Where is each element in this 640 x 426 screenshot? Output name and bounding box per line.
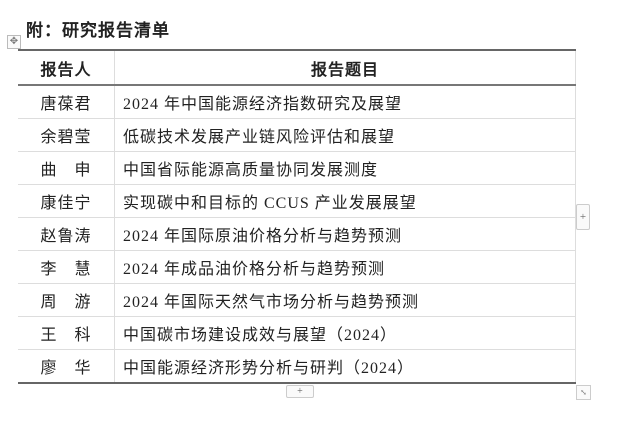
table-header-row: 报告人 报告题目 [18,50,576,86]
report-list-table: 报告人 报告题目 唐葆君 2024 年中国能源经济指数研究及展望 余碧莹 低碳技术发展… [18,49,576,384]
table-row: 廖 华中国能源经济形势分析与研判（2024） [18,349,576,384]
topic-cell[interactable]: 中国碳市场建设成效与展望（2024） [114,316,576,350]
author-cell[interactable]: 廖 华 [18,349,115,384]
topic-cell[interactable]: 2024 年国际天然气市场分析与趋势预测 [114,283,576,317]
table-row: 王 科中国碳市场建设成效与展望（2024） [18,316,576,350]
table-resize-icon[interactable]: ⤡ [576,385,591,400]
document-heading: 附：研究报告清单 [26,21,170,40]
table-row: 余碧莹 低碳技术发展产业链风险评估和展望 [18,118,576,152]
author-cell[interactable]: 康佳宁 [18,184,115,218]
author-cell[interactable]: 唐葆君 [18,85,115,119]
topic-cell[interactable]: 中国省际能源高质量协同发展测度 [114,151,576,185]
author-cell[interactable]: 赵鲁涛 [18,217,115,251]
header-topic: 报告题目 [114,50,576,86]
header-author: 报告人 [18,50,115,86]
author-cell[interactable]: 曲 申 [18,151,115,185]
author-cell[interactable]: 余碧莹 [18,118,115,152]
table-row: 曲 申中国省际能源高质量协同发展测度 [18,151,576,185]
author-cell[interactable]: 王 科 [18,316,115,350]
table-row: 李 慧 2024 年成品油价格分析与趋势预测 [18,250,576,284]
author-cell[interactable]: 李 慧 [18,250,115,284]
table-move-handle-icon[interactable]: ✥ [7,35,21,49]
topic-cell[interactable]: 实现碳中和目标的 CCUS 产业发展展望 [114,184,576,218]
topic-cell[interactable]: 中国能源经济形势分析与研判（2024） [114,349,576,384]
table-row: 康佳宁 实现碳中和目标的 CCUS 产业发展展望 [18,184,576,218]
table-row: 周 游 2024 年国际天然气市场分析与趋势预测 [18,283,576,317]
add-row-plus-icon[interactable]: + [286,385,314,398]
topic-cell[interactable]: 低碳技术发展产业链风险评估和展望 [114,118,576,152]
table-row: 唐葆君 2024 年中国能源经济指数研究及展望 [18,85,576,119]
author-cell[interactable]: 周 游 [18,283,115,317]
topic-cell[interactable]: 2024 年成品油价格分析与趋势预测 [114,250,576,284]
topic-cell[interactable]: 2024 年中国能源经济指数研究及展望 [114,85,576,119]
topic-cell[interactable]: 2024 年国际原油价格分析与趋势预测 [114,217,576,251]
table-row: 赵鲁涛 2024 年国际原油价格分析与趋势预测 [18,217,576,251]
add-column-plus-icon[interactable]: + [576,204,590,230]
